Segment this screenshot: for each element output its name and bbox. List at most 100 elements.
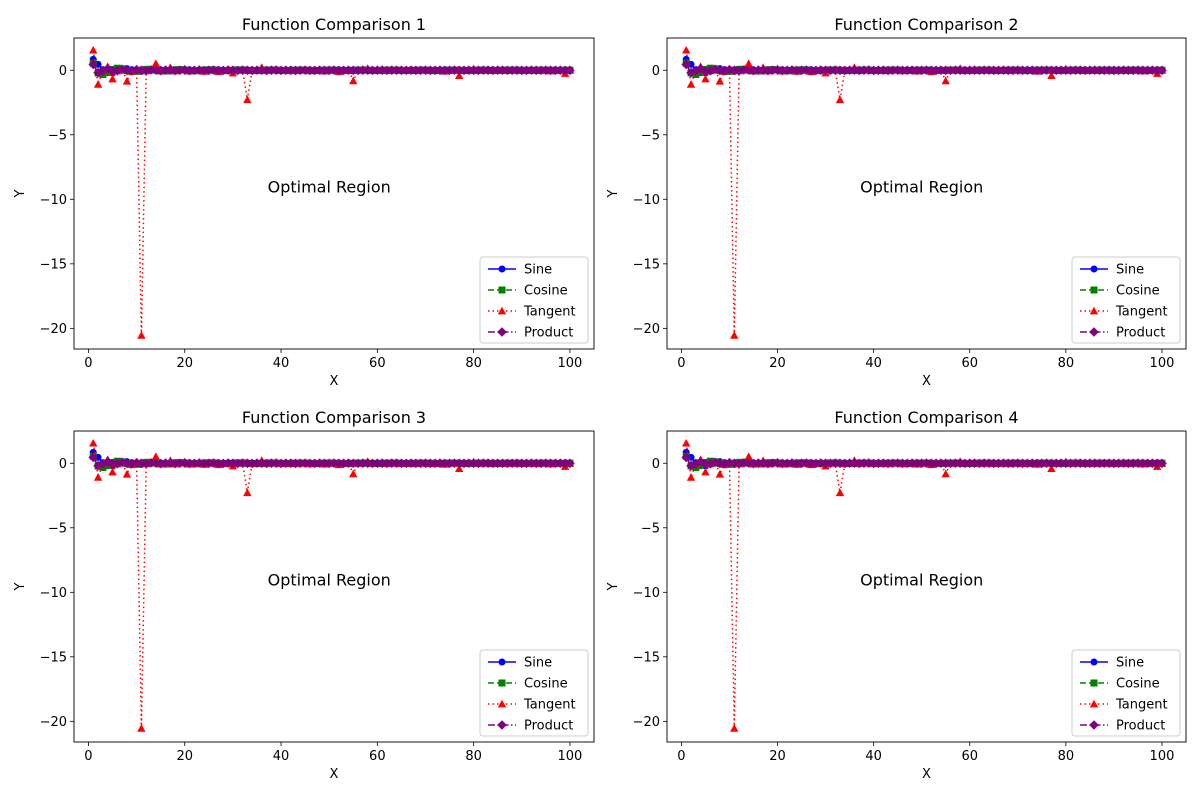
- legend-entry-cosine: Cosine: [488, 677, 568, 692]
- y-axis-label: Y: [13, 189, 28, 198]
- y-tick-label: −15: [40, 650, 67, 665]
- data-point: [146, 65, 156, 75]
- data-point: [204, 458, 214, 469]
- data-point: [252, 65, 262, 75]
- data-point: [208, 65, 219, 75]
- legend-label: Tangent: [1115, 305, 1168, 320]
- data-point: [179, 458, 190, 468]
- series-markers-product: [88, 452, 575, 471]
- data-point: [88, 59, 99, 70]
- legend-marker: [498, 286, 506, 294]
- plot-area: [681, 438, 1167, 732]
- legend-entry-tangent: Tangent: [1080, 305, 1168, 320]
- data-point: [840, 65, 850, 76]
- data-point: [473, 458, 484, 469]
- data-point: [1013, 458, 1023, 468]
- x-tick-label: 20: [176, 749, 193, 764]
- y-tick-label: 0: [59, 457, 67, 472]
- data-point: [744, 452, 753, 460]
- legend-entry-cosine: Cosine: [1080, 284, 1160, 299]
- x-tick-label: 40: [865, 749, 882, 764]
- data-point: [993, 458, 1004, 469]
- data-point: [1104, 458, 1114, 468]
- data-point: [411, 65, 421, 76]
- data-point: [151, 65, 161, 75]
- data-point: [883, 65, 893, 76]
- data-point: [314, 65, 325, 75]
- x-tick-label: 100: [1150, 356, 1175, 371]
- data-point: [941, 469, 950, 478]
- legend-label: Sine: [524, 263, 552, 278]
- x-tick-label: 60: [961, 356, 978, 371]
- data-point: [247, 65, 257, 76]
- data-point: [415, 458, 426, 469]
- data-point: [796, 65, 807, 76]
- data-point: [247, 458, 257, 469]
- legend: Sine Cosine Tangent Product: [479, 649, 589, 737]
- data-point: [256, 65, 267, 76]
- legend-entry-tangent: Tangent: [488, 698, 576, 713]
- data-point: [878, 458, 889, 468]
- data-point: [921, 65, 932, 75]
- chart-panel-2: Function Comparison 2 0 20 40 60 80 100 0 −5 −10 −…: [606, 15, 1187, 389]
- x-tick-label: 80: [465, 749, 482, 764]
- legend-marker: [497, 306, 507, 315]
- x-axis-label: X: [330, 767, 339, 782]
- data-point: [454, 464, 464, 473]
- data-point: [715, 470, 725, 478]
- data-point: [242, 458, 253, 469]
- legend-label: Cosine: [1116, 284, 1160, 299]
- data-point: [840, 458, 850, 469]
- data-point: [969, 65, 980, 76]
- data-point: [444, 65, 455, 76]
- x-tick-label: 80: [465, 356, 482, 371]
- data-point: [353, 65, 363, 76]
- data-point: [700, 66, 711, 76]
- data-point: [160, 458, 171, 468]
- x-tick-label: 100: [1150, 749, 1175, 764]
- data-point: [1113, 458, 1124, 469]
- data-point: [285, 65, 296, 75]
- data-point: [744, 59, 753, 67]
- data-point: [223, 458, 233, 468]
- data-point: [488, 65, 498, 76]
- x-tick-label: 100: [558, 356, 583, 371]
- data-point: [349, 469, 358, 478]
- legend-entry-sine: Sine: [488, 263, 552, 278]
- data-point: [290, 65, 301, 76]
- data-point: [705, 66, 716, 76]
- data-point: [386, 458, 397, 469]
- legend-box: [1071, 256, 1181, 344]
- x-tick-label: 80: [1058, 356, 1075, 371]
- x-axis-label: X: [922, 374, 931, 389]
- data-point: [343, 458, 354, 468]
- y-tick-label: 0: [59, 64, 67, 79]
- data-point: [730, 724, 739, 732]
- data-point: [1008, 65, 1018, 76]
- data-point: [420, 65, 431, 75]
- data-point: [1013, 65, 1023, 75]
- data-point: [835, 95, 845, 104]
- chart-panel-3: Function Comparison 3 0 20 40 60 80 100 0 −5 −10 −…: [13, 408, 595, 782]
- legend-marker: [1090, 265, 1098, 273]
- x-tick-label: 80: [1058, 749, 1075, 764]
- data-point: [281, 65, 291, 76]
- data-point: [319, 458, 330, 469]
- data-point: [748, 458, 759, 469]
- data-point: [184, 65, 195, 76]
- x-tick-label: 40: [273, 356, 290, 371]
- legend-label: Product: [524, 326, 573, 341]
- data-point: [266, 65, 277, 75]
- data-point: [256, 458, 267, 469]
- y-tick-label: −20: [633, 322, 660, 337]
- data-point: [444, 458, 455, 469]
- data-point: [964, 458, 975, 468]
- y-tick-label: 0: [652, 457, 660, 472]
- data-point: [420, 458, 431, 468]
- data-point: [285, 458, 296, 468]
- y-tick-label: −10: [40, 193, 67, 208]
- legend-label: Product: [1116, 719, 1165, 734]
- legend-label: Sine: [524, 656, 552, 671]
- x-tick-label: 0: [677, 749, 685, 764]
